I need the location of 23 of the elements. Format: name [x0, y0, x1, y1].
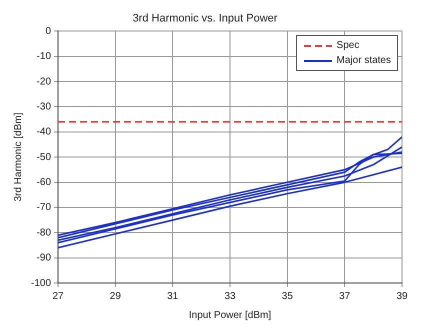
- y-axis-title: 3rd Harmonic [dBm]: [12, 112, 24, 202]
- x-tick-label: 39: [396, 290, 408, 302]
- chart-title: 3rd Harmonic vs. Input Power: [132, 12, 278, 25]
- x-tick-label: 27: [52, 290, 64, 302]
- legend-label: Spec: [336, 39, 360, 54]
- x-tick-label: 31: [167, 290, 179, 302]
- y-tick-label: -50: [36, 152, 52, 163]
- x-axis-title: Input Power [dBm]: [188, 310, 272, 321]
- y-tick-label: -80: [36, 227, 52, 238]
- y-tick-label: -90: [36, 252, 52, 264]
- legend-label: Major states: [336, 54, 391, 68]
- y-tick-label: 0: [45, 26, 52, 37]
- y-tick-label: -70: [36, 202, 52, 214]
- x-tick-label: 37: [339, 290, 351, 302]
- y-tick-label: -100: [31, 278, 52, 289]
- y-tick-label: -60: [36, 177, 52, 188]
- x-tick-label: 29: [110, 290, 122, 302]
- y-tick-label: -40: [36, 126, 52, 138]
- x-tick-label: 33: [224, 290, 236, 302]
- y-tick-label: -30: [36, 101, 52, 112]
- y-tick-label: -20: [36, 76, 52, 88]
- x-tick-label: 35: [282, 290, 294, 302]
- y-tick-label: -10: [36, 51, 52, 62]
